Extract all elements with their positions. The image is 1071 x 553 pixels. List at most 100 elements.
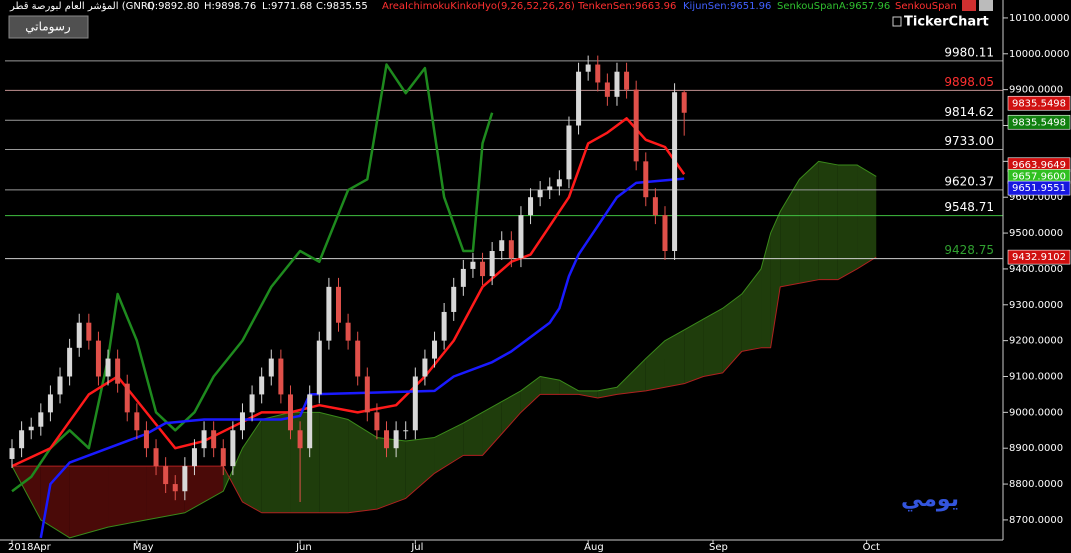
senkou-a-line	[11, 160, 877, 539]
candle-body	[9, 448, 15, 459]
price-badge-label: 9835.5498	[1012, 98, 1066, 109]
candle-body	[105, 358, 111, 377]
ohlc-close: C:9835.55	[316, 1, 368, 12]
candle-body	[633, 89, 639, 162]
cloud-segment	[463, 412, 483, 456]
level-label: 9548.71	[944, 200, 994, 214]
ohlc-open: O:9892.80	[147, 1, 199, 12]
candle-body	[220, 448, 226, 467]
candle-body	[528, 197, 534, 216]
cloud-segment	[664, 329, 685, 388]
candle-body	[201, 430, 207, 449]
indicator-line	[39, 177, 685, 539]
candle-body	[268, 358, 274, 377]
candle-body	[537, 190, 543, 198]
cloud-segment	[857, 164, 877, 269]
cloud-segment	[482, 401, 502, 456]
candle-body	[38, 412, 44, 427]
candle-body	[499, 240, 505, 251]
candle-body	[470, 261, 476, 269]
candle-body	[624, 71, 630, 90]
y-tick-label: 9100.0000	[1009, 371, 1063, 382]
y-tick-label: 8900.0000	[1009, 443, 1063, 454]
cloud-segment	[108, 466, 147, 528]
y-tick-label: 9500.0000	[1009, 228, 1063, 239]
y-tick-label: 10000.0000	[1009, 49, 1069, 60]
candle-body	[47, 394, 53, 413]
y-tick-label: 8700.0000	[1009, 515, 1063, 526]
candle-body	[153, 448, 159, 467]
candle-body	[287, 394, 293, 431]
window-button[interactable]	[979, 0, 993, 11]
cloud-segment	[69, 466, 109, 538]
candle-body	[566, 125, 572, 180]
cloud-segment	[501, 390, 521, 434]
candle-body	[297, 430, 303, 449]
cloud-segment	[184, 466, 224, 513]
price-badge-label: 9657.9600	[1012, 171, 1066, 182]
button[interactable]	[8, 15, 89, 39]
y-tick-label: 9200.0000	[1009, 336, 1063, 347]
candle-body	[451, 286, 457, 312]
candle-body	[432, 340, 438, 359]
candle-body	[335, 286, 341, 323]
cloud-segment	[684, 319, 704, 384]
cloud-segment	[405, 437, 435, 499]
cloud-segment	[559, 380, 579, 395]
candle-body	[422, 358, 428, 377]
candle-body	[259, 376, 265, 395]
candle-body	[230, 430, 236, 467]
price-badge	[1007, 249, 1071, 265]
candle-body	[518, 215, 524, 259]
y-tick-label: 8800.0000	[1009, 479, 1063, 490]
cloud-segment	[434, 423, 464, 474]
window-button[interactable]	[962, 0, 976, 11]
candle-body	[412, 376, 418, 431]
candle-body	[576, 71, 582, 126]
candle-body	[19, 430, 25, 449]
cloud-segment	[799, 161, 819, 284]
price-badge-label: 9651.9551	[1012, 183, 1066, 194]
candle-body	[672, 92, 678, 251]
cloud-segment	[837, 164, 858, 280]
price-badge	[1007, 114, 1071, 130]
cloud-segment	[616, 358, 646, 395]
candle-body	[191, 448, 197, 467]
y-tick-label: 9600.0000	[1009, 192, 1063, 203]
level-label: 9620.37	[944, 174, 994, 188]
cloud-segment	[242, 419, 262, 513]
candle-body	[662, 215, 668, 251]
candle-body	[403, 430, 409, 432]
candle-body	[211, 430, 217, 449]
candle-body	[172, 484, 178, 492]
cloud-segment	[703, 308, 723, 377]
logo-icon	[892, 16, 902, 27]
candle-body	[163, 466, 169, 485]
x-tick-label: 2018Apr	[8, 542, 52, 553]
x-axis-panel	[0, 540, 1003, 553]
button-label[interactable]: رسوماتي	[25, 20, 71, 35]
cloud-segment	[261, 412, 291, 513]
header: المؤشر العام لبورصة قطر (GNRI) O:9892.80…	[8, 0, 1000, 39]
candle-body	[681, 92, 687, 113]
cloud-segment	[578, 390, 598, 399]
candle-body	[604, 82, 610, 97]
price-badge-label: 9432.9102	[1012, 252, 1066, 263]
candle-body	[643, 161, 649, 198]
candle-body	[652, 197, 658, 216]
candle-body	[95, 340, 101, 377]
y-tick-label: 9000.0000	[1009, 407, 1063, 418]
candle-body	[115, 358, 121, 384]
cloud-segment	[348, 419, 377, 513]
senkou-a-label: SenkouSpanA:9657.96	[777, 1, 890, 12]
cloud-segment	[40, 466, 70, 538]
candle-body	[278, 358, 284, 395]
senkou-b-line	[12, 256, 877, 514]
price-badge-label: 9663.9649	[1012, 160, 1066, 171]
candle-body	[614, 71, 620, 97]
level-label: 9428.75	[944, 243, 994, 257]
candle-body	[239, 412, 245, 431]
cloud-segment	[645, 340, 665, 391]
y-tick-label: 9400.0000	[1009, 264, 1063, 275]
